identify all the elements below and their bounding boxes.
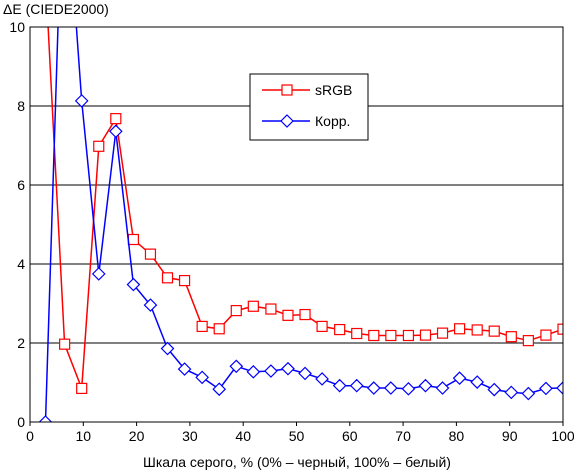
data-point-srgb xyxy=(488,325,500,337)
data-point-korr xyxy=(160,341,175,356)
data-point-srgb xyxy=(76,382,88,395)
data-point-srgb xyxy=(453,323,466,335)
x-tick-label: 30 xyxy=(182,428,198,444)
data-point-srgb xyxy=(522,335,534,347)
data-point-srgb xyxy=(282,309,294,321)
data-point-srgb xyxy=(316,320,328,333)
x-tick-label: 50 xyxy=(289,428,305,444)
y-tick-labels: 0 2 4 6 8 10 xyxy=(9,19,25,430)
data-point-korr xyxy=(418,378,433,393)
series-line-korr xyxy=(44,27,563,422)
data-point-srgb xyxy=(402,329,415,342)
legend-srgb-marker xyxy=(281,84,293,96)
legend-srgb-label: sRGB xyxy=(315,82,352,98)
data-point-korr xyxy=(281,361,295,376)
data-point-korr xyxy=(143,298,158,312)
data-point-korr xyxy=(229,359,244,374)
data-point-srgb xyxy=(505,331,517,343)
series-layer xyxy=(38,27,563,422)
data-point-korr xyxy=(126,277,141,292)
data-point-korr xyxy=(435,381,450,395)
data-point-korr xyxy=(74,94,89,108)
y-tick-label: 10 xyxy=(9,19,25,35)
x-tick-label: 70 xyxy=(395,428,411,444)
x-tick-label: 80 xyxy=(449,428,465,444)
data-point-srgb xyxy=(385,329,397,342)
y-tick-label: 0 xyxy=(17,414,25,430)
data-point-srgb xyxy=(351,327,363,340)
data-point-korr xyxy=(452,371,467,386)
data-point-korr xyxy=(108,124,123,139)
data-point-korr xyxy=(383,381,398,395)
data-point-korr xyxy=(212,382,227,397)
data-point-srgb xyxy=(110,113,122,125)
data-point-korr xyxy=(315,372,329,386)
data-point-korr xyxy=(349,378,364,393)
data-point-srgb xyxy=(368,329,380,342)
data-point-srgb xyxy=(59,338,71,350)
data-point-srgb xyxy=(213,323,225,335)
y-tick-label: 6 xyxy=(17,177,25,193)
data-point-srgb xyxy=(196,320,208,333)
plot-frame xyxy=(29,26,564,423)
data-point-srgb xyxy=(471,324,483,336)
data-point-srgb xyxy=(93,140,105,152)
x-axis-title: Шкала серого, % (0% – черный, 100% – бел… xyxy=(143,454,451,470)
data-point-srgb xyxy=(557,323,563,335)
data-point-srgb xyxy=(178,274,191,287)
data-point-korr xyxy=(264,364,278,378)
data-point-korr xyxy=(487,382,502,397)
data-point-srgb xyxy=(419,329,432,341)
x-tick-label: 20 xyxy=(129,428,145,444)
data-point-korr xyxy=(298,366,312,381)
x-tick-label: 100 xyxy=(551,428,574,444)
x-tick-label: 40 xyxy=(235,428,251,444)
x-tick-label: 10 xyxy=(76,428,92,444)
data-point-srgb xyxy=(299,308,311,321)
data-point-korr xyxy=(504,385,519,400)
legend-korr-marker xyxy=(280,114,294,128)
y-axis-title: ΔE (CIEDE2000) xyxy=(3,1,109,17)
data-point-srgb xyxy=(127,233,140,246)
data-point-korr xyxy=(332,378,347,393)
series-line-srgb xyxy=(47,27,563,389)
data-point-srgb xyxy=(265,303,277,315)
data-point-korr xyxy=(366,381,381,395)
data-point-srgb xyxy=(247,300,259,312)
gridlines xyxy=(30,105,563,344)
data-point-korr xyxy=(401,381,416,396)
data-point-korr xyxy=(246,364,261,379)
y-tick-label: 4 xyxy=(17,256,25,272)
data-point-srgb xyxy=(144,248,157,260)
x-tick-labels: 0 10 20 30 40 50 60 70 80 90 100 xyxy=(26,422,574,444)
data-point-srgb xyxy=(230,305,242,317)
data-point-korr xyxy=(177,362,192,376)
x-tick-label: 60 xyxy=(342,428,358,444)
data-point-srgb xyxy=(334,323,346,336)
data-point-korr xyxy=(556,381,563,395)
y-tick-label: 2 xyxy=(17,335,25,351)
legend: sRGB Корр. xyxy=(249,73,369,141)
data-point-korr xyxy=(91,267,106,281)
legend-box xyxy=(249,73,369,141)
data-point-korr xyxy=(195,370,210,385)
legend-korr-label: Корр. xyxy=(315,113,350,129)
data-point-korr xyxy=(539,381,553,396)
data-point-srgb xyxy=(540,329,552,341)
data-point-korr xyxy=(521,386,536,401)
x-tick-label: 90 xyxy=(502,428,518,444)
data-point-korr xyxy=(38,415,53,422)
x-tick-label: 0 xyxy=(26,428,34,444)
data-point-srgb xyxy=(436,327,449,339)
y-tick-label: 8 xyxy=(17,98,25,114)
data-point-korr xyxy=(470,375,485,389)
data-point-srgb xyxy=(161,272,174,284)
